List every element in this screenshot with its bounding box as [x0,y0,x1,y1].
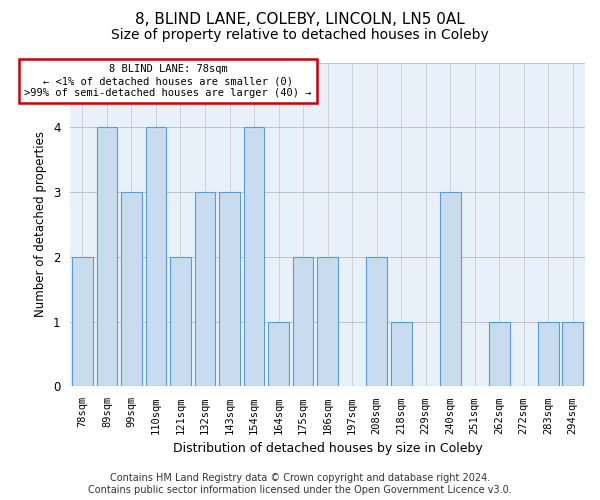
Bar [538,322,559,386]
Bar [194,192,215,386]
Bar [293,257,313,386]
Bar [366,257,387,386]
Bar [72,257,93,386]
Bar [97,128,118,386]
Bar [219,192,240,386]
Bar [146,128,166,386]
Bar [170,257,191,386]
Text: 8 BLIND LANE: 78sqm
← <1% of detached houses are smaller (0)
>99% of semi-detach: 8 BLIND LANE: 78sqm ← <1% of detached ho… [25,64,312,98]
X-axis label: Distribution of detached houses by size in Coleby: Distribution of detached houses by size … [173,442,482,455]
Y-axis label: Number of detached properties: Number of detached properties [34,132,47,318]
Text: Contains HM Land Registry data © Crown copyright and database right 2024.
Contai: Contains HM Land Registry data © Crown c… [88,474,512,495]
Text: Size of property relative to detached houses in Coleby: Size of property relative to detached ho… [111,28,489,42]
Bar [391,322,412,386]
Bar [317,257,338,386]
Bar [489,322,509,386]
Bar [121,192,142,386]
Text: 8, BLIND LANE, COLEBY, LINCOLN, LN5 0AL: 8, BLIND LANE, COLEBY, LINCOLN, LN5 0AL [135,12,465,28]
Bar [268,322,289,386]
Bar [562,322,583,386]
Bar [244,128,265,386]
Bar [440,192,461,386]
